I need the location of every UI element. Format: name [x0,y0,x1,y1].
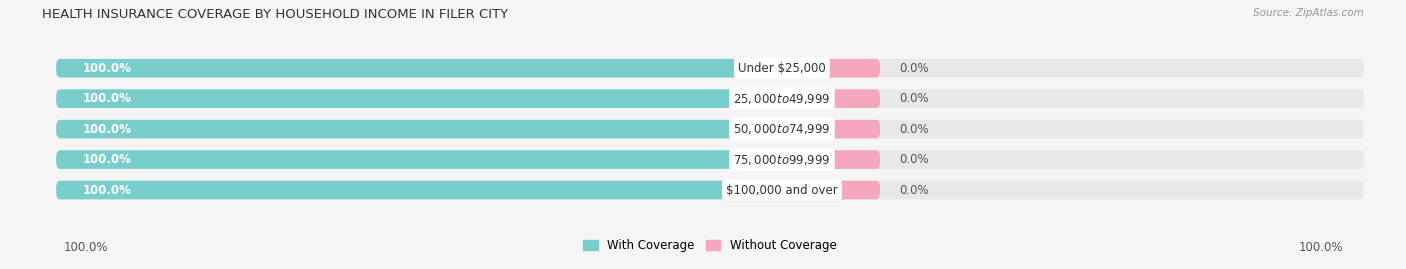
Text: 100.0%: 100.0% [83,183,131,197]
Legend: With Coverage, Without Coverage: With Coverage, Without Coverage [583,239,837,252]
Text: 100.0%: 100.0% [83,92,131,105]
FancyBboxPatch shape [775,150,880,169]
Text: 100.0%: 100.0% [83,153,131,166]
Text: 100.0%: 100.0% [83,123,131,136]
FancyBboxPatch shape [56,181,776,199]
Text: $25,000 to $49,999: $25,000 to $49,999 [733,92,831,106]
Text: 0.0%: 0.0% [900,153,929,166]
Text: $75,000 to $99,999: $75,000 to $99,999 [733,153,831,167]
Text: 100.0%: 100.0% [1298,241,1343,254]
Text: $50,000 to $74,999: $50,000 to $74,999 [733,122,831,136]
Text: $100,000 and over: $100,000 and over [725,183,838,197]
FancyBboxPatch shape [56,59,776,77]
FancyBboxPatch shape [56,89,776,108]
Text: 0.0%: 0.0% [900,123,929,136]
FancyBboxPatch shape [56,150,776,169]
Text: Source: ZipAtlas.com: Source: ZipAtlas.com [1253,8,1364,18]
Text: 100.0%: 100.0% [83,62,131,75]
Text: 0.0%: 0.0% [900,183,929,197]
Text: 100.0%: 100.0% [63,241,108,254]
FancyBboxPatch shape [56,89,1364,108]
FancyBboxPatch shape [56,120,1364,139]
FancyBboxPatch shape [775,59,880,77]
FancyBboxPatch shape [56,181,1364,199]
FancyBboxPatch shape [56,120,776,139]
FancyBboxPatch shape [775,181,880,199]
FancyBboxPatch shape [56,150,1364,169]
Text: HEALTH INSURANCE COVERAGE BY HOUSEHOLD INCOME IN FILER CITY: HEALTH INSURANCE COVERAGE BY HOUSEHOLD I… [42,8,509,21]
FancyBboxPatch shape [775,89,880,108]
Text: Under $25,000: Under $25,000 [738,62,825,75]
Text: 0.0%: 0.0% [900,62,929,75]
FancyBboxPatch shape [775,120,880,139]
FancyBboxPatch shape [56,59,1364,77]
Text: 0.0%: 0.0% [900,92,929,105]
